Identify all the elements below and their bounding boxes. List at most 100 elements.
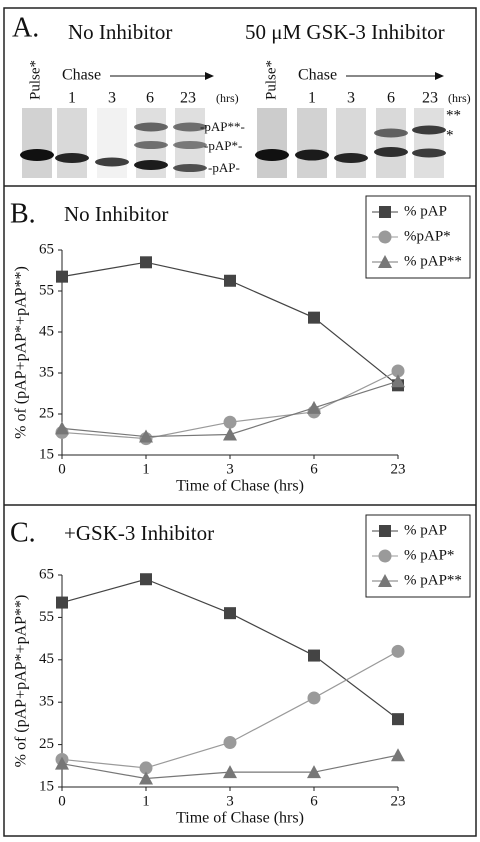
gel-band: [134, 141, 168, 149]
gel-lane: [22, 108, 52, 178]
legend-marker: [379, 525, 391, 537]
unit-label: (hrs): [448, 91, 471, 105]
x-tick-label: 3: [226, 461, 234, 477]
gel-lane: [297, 108, 327, 178]
x-axis-label: Time of Chase (hrs): [176, 478, 304, 495]
gel-band: [173, 164, 207, 172]
panel-label: C.: [10, 517, 36, 548]
marker: [56, 270, 68, 283]
gel-band: [412, 148, 446, 158]
marker: [308, 311, 320, 324]
marker: [140, 573, 152, 586]
x-tick-label: 23: [391, 461, 406, 477]
x-tick-label: 0: [58, 793, 66, 809]
gel-panel: A. No Inhibitor 50 μM GSK-3 Inhibitor Pu…: [12, 12, 471, 178]
lane-label: 23: [180, 90, 196, 107]
chart: B. No Inhibitor 15 25 35 45 55 65 0 1 3 6 23 Time of …: [10, 195, 471, 495]
frame: [3, 7, 477, 837]
arrow-head: [435, 72, 444, 80]
legend-label: % pAP: [404, 203, 447, 219]
y-tick-label: 35: [39, 694, 54, 710]
marker: [391, 644, 405, 658]
panel-label: B.: [10, 198, 36, 229]
marker: [140, 256, 152, 269]
marker: [308, 649, 320, 662]
lane-label: 3: [108, 90, 116, 107]
gel-band: [20, 149, 54, 161]
band-label: *: [446, 127, 454, 143]
y-tick-label: 15: [39, 778, 54, 794]
legend-label: % pAP*: [404, 547, 454, 563]
gel-band: [134, 160, 168, 170]
marker: [139, 771, 153, 785]
lane-label: Pulse*: [263, 60, 279, 100]
y-tick-label: 15: [39, 446, 54, 462]
y-axis-label: % of (pAP+pAP*+pAP**): [13, 595, 30, 768]
y-tick-label: 45: [39, 323, 54, 339]
marker: [307, 765, 321, 779]
legend-label: % pAP**: [404, 572, 462, 588]
y-tick-label: 35: [39, 364, 54, 380]
y-tick-label: 25: [39, 736, 54, 752]
gel-lane: [57, 108, 87, 178]
band-label: **: [446, 107, 461, 123]
unit-label: (hrs): [216, 91, 239, 105]
chart-title: No Inhibitor: [64, 202, 168, 226]
legend-marker: [379, 206, 391, 218]
x-tick-label: 1: [142, 793, 150, 809]
lane-label: 6: [146, 90, 154, 107]
legend-marker: [378, 574, 392, 587]
gel-lane: [97, 108, 127, 178]
x-tick-label: 1: [142, 461, 150, 477]
marker: [223, 735, 237, 749]
marker: [139, 429, 153, 443]
x-tick-label: 3: [226, 793, 234, 809]
y-tick-label: 25: [39, 405, 54, 421]
gel-lane: [376, 108, 406, 178]
marker: [223, 415, 237, 429]
x-tick-label: 0: [58, 461, 66, 477]
marker: [224, 274, 236, 287]
marker: [223, 427, 237, 441]
lane-label: Pulse*: [27, 60, 43, 100]
x-tick-label: 6: [310, 461, 318, 477]
band-label: -pAP-: [208, 160, 240, 175]
gel-band: [55, 153, 89, 163]
gel-band: [134, 122, 168, 132]
lane-label: 3: [347, 90, 355, 107]
gel-band: [173, 141, 207, 149]
gel-band: [334, 153, 368, 163]
marker: [307, 400, 321, 414]
y-axis-label: % of (pAP+pAP*+pAP**): [13, 266, 30, 439]
marker: [307, 691, 321, 705]
marker: [55, 421, 69, 435]
gel-band: [173, 122, 207, 132]
marker: [224, 607, 236, 620]
legend-label: % pAP: [404, 522, 447, 538]
gel-title: No Inhibitor: [68, 20, 172, 44]
band-label: -pAP**-: [200, 119, 245, 134]
marker: [391, 374, 405, 388]
band-label: -pAP*-: [204, 138, 242, 153]
marker: [223, 765, 237, 779]
y-tick-label: 55: [39, 609, 54, 625]
gel-lane: [257, 108, 287, 178]
gel-lane: [414, 108, 444, 178]
gel-band: [295, 149, 329, 161]
legend-marker: [378, 549, 392, 563]
lane-label: 6: [387, 90, 395, 107]
chart: C. +GSK-3 Inhibitor 15 25 35 45 55 65 0 1 3 6 23 Time…: [10, 514, 471, 827]
x-axis-label: Time of Chase (hrs): [176, 810, 304, 827]
arrow-head: [205, 72, 214, 80]
gel-lane: [336, 108, 366, 178]
legend-marker: [378, 230, 392, 244]
marker: [391, 748, 405, 762]
marker: [391, 364, 405, 378]
y-tick-label: 55: [39, 282, 54, 298]
x-tick-label: 23: [391, 793, 406, 809]
gel-band: [374, 128, 408, 138]
gel-band: [255, 149, 289, 161]
legend-marker: [378, 255, 392, 268]
